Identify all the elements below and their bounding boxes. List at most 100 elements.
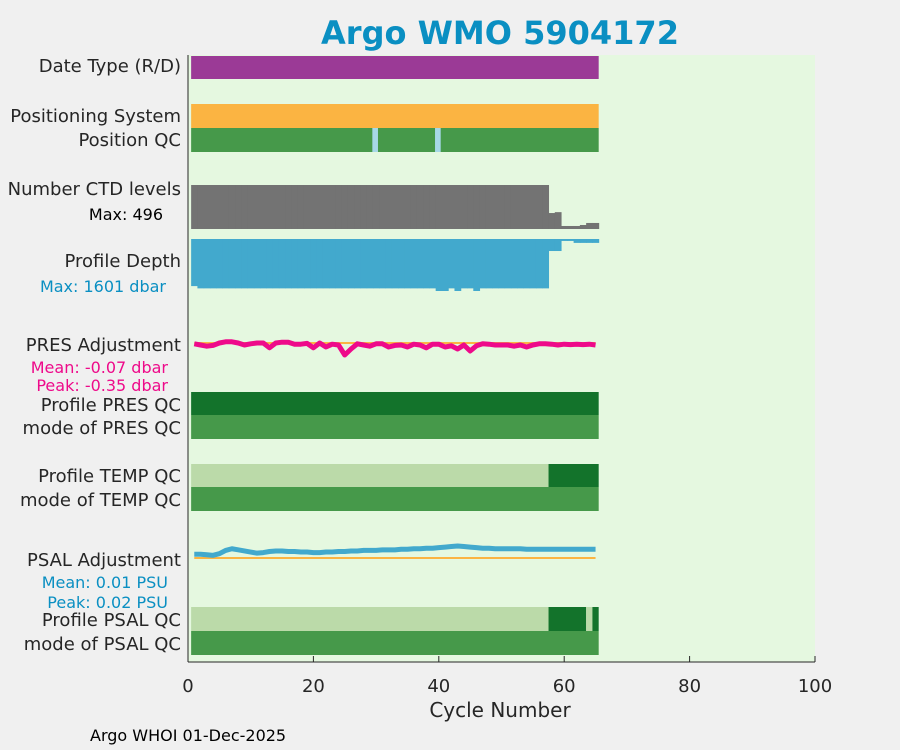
ctd-levels-bar	[203, 185, 211, 229]
ctd-levels-bar	[391, 185, 399, 229]
ctd-levels-bar	[504, 185, 512, 229]
profile-depth-bar	[479, 239, 487, 289]
profile-depth-bar	[241, 239, 249, 289]
profile-depth-bar	[404, 239, 412, 289]
profile-depth-bar	[203, 239, 211, 289]
row-label: Mean: 0.01 PSU	[42, 573, 168, 592]
row-label: mode of PSAL QC	[24, 634, 181, 655]
row-label: Date Type (R/D)	[39, 56, 181, 77]
x-tick-label: 60	[553, 676, 576, 697]
ctd-levels-bar	[567, 225, 575, 229]
mode-psal-qc-bar	[191, 631, 599, 655]
ctd-levels-bar	[429, 185, 437, 229]
profile-depth-bar	[548, 239, 556, 252]
x-axis-label: Cycle Number	[429, 698, 571, 722]
profile-psal-qc-light	[191, 607, 549, 631]
ctd-levels-bar	[216, 185, 223, 229]
row-label: Max: 496	[89, 205, 163, 224]
profile-depth-bar	[423, 239, 430, 289]
profile-depth-bar	[391, 239, 399, 289]
profile-depth-bar	[228, 239, 236, 289]
ctd-levels-bar	[479, 185, 487, 229]
profile-depth-bar	[492, 239, 499, 289]
ctd-levels-bar	[260, 185, 267, 229]
row-label: Peak: 0.02 PSU	[47, 593, 168, 612]
profile-depth-bar	[310, 239, 318, 289]
ctd-levels-bar	[191, 185, 198, 229]
profile-depth-bar	[454, 239, 462, 291]
chart-title: Argo WMO 5904172	[321, 14, 679, 52]
profile-depth-bar	[329, 239, 336, 289]
row-label: mode of PRES QC	[23, 418, 181, 439]
x-tick-label: 100	[798, 676, 832, 697]
profile-depth-bar	[335, 239, 343, 289]
ctd-levels-bar	[366, 185, 374, 229]
profile-pres-qc-bar	[191, 392, 599, 415]
ctd-levels-bar	[285, 185, 292, 229]
ctd-levels-bar	[473, 185, 481, 229]
profile-temp-qc-light	[191, 464, 549, 487]
ctd-levels-bar	[485, 185, 493, 229]
ctd-levels-bar	[209, 185, 217, 229]
profile-depth-bar	[592, 239, 600, 243]
profile-depth-bar	[542, 239, 550, 289]
profile-depth-bar	[385, 239, 393, 289]
ctd-levels-bar	[542, 185, 550, 229]
x-tick-label: 0	[182, 676, 193, 697]
profile-depth-bar	[554, 239, 562, 252]
ctd-levels-bar	[579, 225, 587, 229]
profile-depth-bar	[235, 239, 242, 289]
profile-depth-bar	[197, 239, 205, 289]
profile-depth-bar	[360, 239, 368, 289]
ctd-levels-bar	[335, 185, 343, 229]
ctd-levels-bar	[404, 185, 412, 229]
ctd-levels-bar	[235, 185, 242, 229]
ctd-levels-bar	[341, 185, 349, 229]
ctd-levels-bar	[398, 185, 405, 229]
ctd-levels-bar	[423, 185, 430, 229]
profile-depth-bar	[510, 239, 518, 289]
position-qc-bar	[191, 128, 599, 152]
row-label: mode of TEMP QC	[20, 490, 181, 511]
row-label: Profile Depth	[64, 251, 181, 272]
profile-depth-bar	[260, 239, 267, 289]
row-label: Positioning System	[10, 106, 181, 127]
profile-depth-bar	[322, 239, 330, 289]
ctd-levels-bar	[266, 185, 274, 229]
ctd-levels-bar	[592, 222, 600, 229]
profile-depth-bar	[504, 239, 512, 289]
row-label: Position QC	[78, 130, 181, 151]
ctd-levels-bar	[554, 212, 562, 229]
profile-depth-bar	[354, 239, 361, 289]
row-label: Profile PRES QC	[41, 395, 181, 416]
profile-depth-bar	[316, 239, 324, 289]
ctd-levels-bar	[460, 185, 468, 229]
ctd-levels-bar	[272, 185, 280, 229]
ctd-levels-bar	[510, 185, 518, 229]
profile-depth-bar	[216, 239, 223, 289]
ctd-levels-bar	[492, 185, 499, 229]
ctd-levels-bar	[297, 185, 305, 229]
ctd-levels-bar	[535, 185, 543, 229]
ctd-levels-bar	[435, 185, 443, 229]
profile-depth-bar	[441, 239, 449, 291]
profile-depth-bar	[398, 239, 405, 289]
profile-depth-bar	[567, 239, 575, 241]
mode-pres-qc-bar	[191, 415, 599, 439]
ctd-levels-bar	[523, 185, 531, 229]
ctd-levels-bar	[291, 185, 299, 229]
ctd-levels-bar	[329, 185, 336, 229]
row-label: Profile PSAL QC	[42, 610, 181, 631]
row-label: PRES Adjustment	[26, 335, 181, 356]
ctd-levels-bar	[448, 185, 455, 229]
ctd-levels-bar	[529, 185, 537, 229]
profile-depth-bar	[517, 239, 524, 289]
profile-depth-bar	[535, 239, 543, 289]
profile-depth-bar	[291, 239, 299, 289]
ctd-levels-bar	[454, 185, 462, 229]
ctd-levels-bar	[467, 185, 474, 229]
profile-depth-bar	[366, 239, 374, 289]
psal-adjustment-line	[194, 543, 596, 558]
profile-depth-bar	[303, 239, 311, 289]
